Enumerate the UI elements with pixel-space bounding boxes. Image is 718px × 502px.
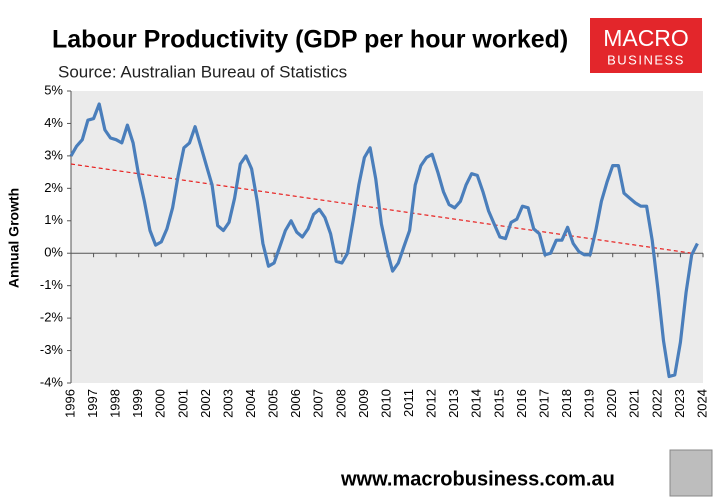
y-tick-label: 1% — [44, 212, 63, 227]
x-tick-label: 2008 — [333, 389, 348, 418]
y-tick-label: -2% — [40, 310, 64, 325]
x-tick-label: 2009 — [356, 389, 371, 418]
x-tick-label: 2018 — [559, 389, 574, 418]
x-tick-label: 2024 — [694, 389, 709, 418]
y-tick-label: 0% — [44, 245, 63, 260]
x-tick-label: 2020 — [604, 389, 619, 418]
x-tick-label: 2014 — [469, 389, 484, 418]
y-tick-label: 5% — [44, 82, 63, 97]
x-tick-label: 2007 — [311, 389, 326, 418]
plot-area — [71, 91, 703, 383]
x-tick-label: 1996 — [62, 389, 77, 418]
logo-text: MACRO — [603, 25, 689, 51]
footer: www.macrobusiness.com.au — [340, 468, 615, 490]
x-tick-label: 2021 — [627, 389, 642, 418]
x-tick-label: 1999 — [130, 389, 145, 418]
logo-text: BUSINESS — [607, 52, 685, 67]
x-tick-label: 2010 — [378, 389, 393, 418]
x-tick-label: 2023 — [672, 389, 687, 418]
y-tick-label: -3% — [40, 342, 64, 357]
y-tick-label: 3% — [44, 147, 63, 162]
y-tick-label: -4% — [40, 374, 64, 389]
y-axis-label: Annual Growth — [6, 188, 22, 288]
x-tick-label: 2019 — [582, 389, 597, 418]
x-tick-label: 1997 — [85, 389, 100, 418]
x-tick-label: 2006 — [288, 389, 303, 418]
x-tick-label: 2002 — [198, 389, 213, 418]
y-tick-label: -1% — [40, 277, 64, 292]
y-tick-label: 2% — [44, 180, 63, 195]
x-tick-label: 2005 — [266, 389, 281, 418]
x-tick-label: 2011 — [401, 389, 416, 417]
x-tick-label: 2003 — [220, 389, 235, 418]
x-tick-label: 2022 — [649, 389, 664, 418]
x-tick-label: 2000 — [153, 389, 168, 418]
data-line — [69, 102, 699, 379]
logo-image — [669, 449, 713, 497]
x-tick-label: 2015 — [491, 389, 506, 418]
x-tick-label: 2004 — [243, 389, 258, 418]
x-tick-label: 2016 — [514, 389, 529, 418]
x-tick-label: 2012 — [424, 389, 439, 418]
chart-title: Labour Productivity (GDP per hour worked… — [52, 26, 568, 54]
x-tick-label: 1998 — [108, 389, 123, 418]
chart-subtitle: Source: Australian Bureau of Statistics — [58, 62, 347, 81]
x-tick-label: 2013 — [446, 389, 461, 418]
x-tick-label: 2001 — [175, 389, 190, 418]
x-tick-label: 2017 — [536, 389, 551, 418]
y-tick-label: 4% — [44, 115, 63, 130]
logo-box — [590, 18, 702, 73]
